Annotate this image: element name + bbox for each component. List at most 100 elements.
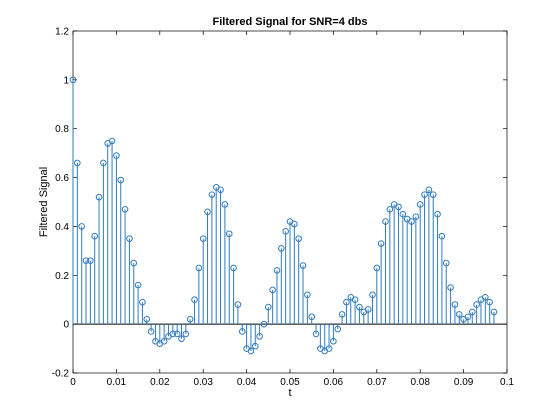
stem-marker [338, 311, 346, 318]
stem-marker [221, 201, 229, 208]
stem-marker [399, 210, 407, 218]
stem-marker [160, 337, 168, 345]
stem-marker [82, 257, 90, 264]
x-axis-label: t [288, 387, 291, 399]
stem-marker [173, 330, 181, 338]
stem-marker [408, 218, 415, 225]
stem-marker [416, 201, 424, 208]
y-tick-labels: -0.2 0 0.2 0.4 0.6 0.8 1 1.2 [52, 27, 70, 380]
stem-marker [217, 186, 224, 194]
y-tick-label: 0 [63, 320, 69, 331]
stem-marker [247, 347, 255, 355]
stem-marker [95, 193, 103, 201]
x-tick-label: 0.06 [324, 377, 344, 388]
x-tick-label: 0.07 [367, 377, 387, 388]
stem-marker [455, 311, 463, 318]
stem-marker [412, 213, 420, 220]
stem-marker [486, 298, 493, 306]
stem-marker [208, 191, 216, 198]
stem-marker [113, 152, 120, 159]
stem-marker [256, 333, 263, 340]
stem-marker [186, 315, 194, 323]
stem-marker [178, 335, 185, 343]
stem-marker [442, 259, 450, 267]
stem-marker [182, 330, 190, 338]
chart-title: Filtered Signal for SNR=4 dbs [213, 16, 368, 28]
stem-marker [100, 159, 107, 167]
stem-marker [325, 345, 333, 352]
stem-marker [434, 210, 441, 218]
stem-marker [230, 264, 237, 272]
x-tick-label: 0.01 [107, 377, 127, 388]
x-tick-label: 0.04 [237, 377, 257, 388]
stem-marker [199, 235, 207, 242]
stem-marker [225, 230, 233, 238]
y-tick-label: 0.8 [55, 124, 69, 135]
stem-marker [369, 291, 376, 299]
stem-marker [473, 301, 480, 308]
y-tick-label: -0.2 [52, 369, 70, 380]
stem-marker [169, 330, 177, 338]
x-tick-label: 0 [70, 377, 76, 388]
stem-marker [108, 137, 116, 145]
stem-marker [490, 308, 498, 316]
stem-marker [382, 218, 389, 225]
stem-marker [451, 301, 459, 308]
x-tick-label: 0.03 [193, 377, 213, 388]
axis-ticks [72, 30, 508, 374]
y-tick-label: 1.2 [55, 27, 69, 38]
x-tick-labels: 0 0.01 0.02 0.03 0.04 0.05 0.06 0.07 0.08 0.09 0.1 [70, 377, 514, 388]
stem-marker [273, 267, 281, 274]
stem-marker [364, 306, 372, 313]
stem-marker [121, 206, 129, 213]
stem-marker [143, 315, 151, 323]
stem-marker [330, 337, 337, 345]
stem-marker [377, 240, 385, 247]
stem-series [69, 76, 498, 355]
y-tick-label: 0.6 [55, 173, 69, 184]
stem-marker [260, 320, 268, 328]
stem-marker [429, 191, 437, 198]
y-tick-label: 1 [63, 75, 69, 86]
stem-marker [373, 264, 381, 272]
stem-marker [278, 245, 285, 252]
stem-marker [134, 281, 142, 289]
stem-marker [238, 328, 246, 335]
y-tick-label: 0.4 [55, 222, 69, 233]
stem-marker [482, 293, 489, 301]
stem-marker [251, 342, 259, 350]
stem-marker [464, 313, 472, 321]
stem-marker [191, 296, 198, 304]
stem-marker [421, 191, 428, 198]
y-tick-label: 0.2 [55, 271, 69, 282]
stem-marker [425, 186, 433, 194]
stem-marker [334, 325, 342, 333]
stem-marker [343, 298, 350, 306]
stem-marker [126, 235, 133, 242]
stem-marker [291, 220, 298, 228]
stem-marker [386, 206, 394, 213]
y-axis-label: Filtered Signal [38, 167, 50, 237]
stem-marker [299, 262, 307, 269]
stem-marker [78, 223, 85, 230]
stem-marker [234, 301, 242, 308]
x-tick-label: 0.02 [150, 377, 170, 388]
stem-marker [195, 264, 203, 272]
x-tick-label: 0.09 [454, 377, 474, 388]
stem-marker [87, 257, 94, 264]
stem-marker [438, 232, 446, 240]
stem-marker [356, 303, 363, 311]
stem-marker [308, 313, 316, 321]
stem-marker [351, 296, 359, 304]
stem-marker [130, 259, 138, 267]
stem-marker [468, 308, 476, 316]
stem-marker [147, 328, 155, 335]
stem-marker [74, 159, 81, 167]
x-tick-label: 0.05 [280, 377, 300, 388]
stem-marker [117, 176, 125, 184]
stem-marker [139, 298, 146, 306]
stem-marker [69, 76, 77, 84]
stem-marker [395, 203, 402, 211]
stem-marker [269, 286, 276, 294]
